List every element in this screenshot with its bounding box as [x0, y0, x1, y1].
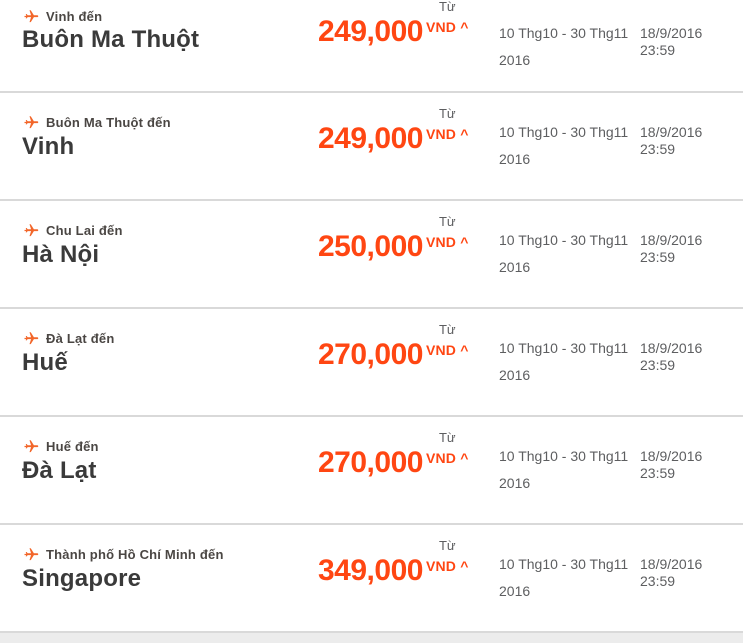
price-block: 270,000 Từ VND ^: [318, 431, 469, 478]
price-currency[interactable]: VND ^: [425, 450, 469, 466]
travel-period: 10 Thg10 - 30 Thg11 2016: [499, 448, 628, 491]
route-origin: Vinh đến: [24, 9, 102, 24]
route-origin: Chu Lai đến: [24, 223, 123, 238]
price-currency[interactable]: VND ^: [425, 19, 469, 35]
price-block: 270,000 Từ VND ^: [318, 323, 469, 370]
price-block: 349,000 Từ VND ^: [318, 539, 469, 586]
price-currency[interactable]: VND ^: [425, 126, 469, 142]
route-origin-label: Chu Lai đến: [46, 223, 123, 238]
route-origin: Thành phố Hồ Chí Minh đến: [24, 547, 224, 562]
travel-period-range: 10 Thg10 - 30 Thg11: [499, 556, 629, 572]
price-from-label: Từ: [438, 214, 456, 229]
route-destination: Huế: [22, 349, 68, 376]
fare-row[interactable]: Huế đến Đà Lạt 270,000 Từ VND ^ 10 Thg10…: [0, 417, 743, 525]
route-destination: Hà Nội: [22, 241, 100, 268]
route-destination: Đà Lạt: [22, 457, 97, 484]
price-from-label: Từ: [438, 430, 456, 445]
travel-period: 10 Thg10 - 30 Thg11 2016: [499, 25, 628, 68]
plane-takeoff-icon: [24, 547, 40, 562]
price-from-label: Từ: [438, 106, 456, 121]
sale-end-date: 18/9/2016: [640, 25, 703, 41]
route-origin-label: Đà Lạt đến: [46, 331, 115, 346]
fare-price: 270,000: [318, 338, 423, 371]
travel-period-year: 2016: [499, 259, 531, 275]
travel-period-year: 2016: [499, 367, 531, 383]
route-destination: Singapore: [22, 565, 142, 592]
price-currency-stack: Từ VND ^: [426, 539, 469, 573]
price-currency[interactable]: VND ^: [425, 558, 469, 574]
sale-end-date: 18/9/2016: [640, 124, 703, 140]
price-from-label: Từ: [438, 322, 456, 337]
price-currency[interactable]: VND ^: [425, 234, 469, 250]
sale-end-time: 23:59: [640, 141, 676, 157]
sale-end-time: 23:59: [640, 42, 676, 58]
sale-end-time: 23:59: [640, 249, 676, 265]
sale-end-time: 23:59: [640, 357, 676, 373]
price-currency-stack: Từ VND ^: [426, 107, 469, 141]
travel-period: 10 Thg10 - 30 Thg11 2016: [499, 556, 628, 599]
fare-price: 249,000: [318, 122, 423, 155]
travel-period-range: 10 Thg10 - 30 Thg11: [499, 340, 629, 356]
sale-end-date: 18/9/2016: [640, 232, 703, 248]
route-origin-label: Thành phố Hồ Chí Minh đến: [46, 547, 224, 562]
route-origin-label: Vinh đến: [46, 9, 103, 24]
travel-period-year: 2016: [499, 583, 531, 599]
sale-end-time: 23:59: [640, 573, 676, 589]
price-from-label: Từ: [438, 0, 456, 14]
plane-takeoff-icon: [24, 331, 40, 346]
bottom-divider: [0, 633, 743, 643]
fare-row[interactable]: Chu Lai đến Hà Nội 250,000 Từ VND ^ 10 T…: [0, 201, 743, 309]
travel-period: 10 Thg10 - 30 Thg11 2016: [499, 232, 628, 275]
travel-period-range: 10 Thg10 - 30 Thg11: [499, 232, 629, 248]
sale-end: 18/9/2016 23:59: [640, 556, 702, 590]
price-block: 250,000 Từ VND ^: [318, 215, 469, 262]
sale-end: 18/9/2016 23:59: [640, 448, 702, 482]
sale-end-time: 23:59: [640, 465, 676, 481]
travel-period-range: 10 Thg10 - 30 Thg11: [499, 448, 629, 464]
travel-period-year: 2016: [499, 151, 531, 167]
price-currency[interactable]: VND ^: [425, 342, 469, 358]
sale-end-date: 18/9/2016: [640, 340, 703, 356]
route-destination: Buôn Ma Thuột: [22, 26, 200, 53]
route-origin-label: Buôn Ma Thuột đến: [46, 115, 171, 130]
price-currency-stack: Từ VND ^: [426, 431, 469, 465]
route-origin-label: Huế đến: [46, 439, 99, 454]
fare-price: 349,000: [318, 554, 423, 587]
sale-end-date: 18/9/2016: [640, 556, 703, 572]
plane-takeoff-icon: [24, 115, 40, 130]
plane-takeoff-icon: [24, 439, 40, 454]
travel-period-year: 2016: [499, 475, 531, 491]
sale-end-date: 18/9/2016: [640, 448, 703, 464]
plane-takeoff-icon: [24, 223, 40, 238]
price-from-label: Từ: [438, 538, 456, 553]
fare-row[interactable]: Đà Lạt đến Huế 270,000 Từ VND ^ 10 Thg10…: [0, 309, 743, 417]
price-block: 249,000 Từ VND ^: [318, 0, 469, 47]
fare-row[interactable]: Vinh đến Buôn Ma Thuột 249,000 Từ VND ^ …: [0, 0, 743, 93]
travel-period: 10 Thg10 - 30 Thg11 2016: [499, 124, 628, 167]
fare-price: 270,000: [318, 446, 423, 479]
route-origin: Huế đến: [24, 439, 99, 454]
sale-end: 18/9/2016 23:59: [640, 25, 702, 59]
fare-row[interactable]: Buôn Ma Thuột đến Vinh 249,000 Từ VND ^ …: [0, 93, 743, 201]
route-origin: Buôn Ma Thuột đến: [24, 115, 171, 130]
price-currency-stack: Từ VND ^: [426, 0, 469, 34]
plane-takeoff-icon: [24, 9, 40, 24]
fare-price: 249,000: [318, 15, 423, 48]
sale-end: 18/9/2016 23:59: [640, 232, 702, 266]
sale-end: 18/9/2016 23:59: [640, 340, 702, 374]
travel-period-range: 10 Thg10 - 30 Thg11: [499, 124, 629, 140]
fare-price: 250,000: [318, 230, 423, 263]
price-block: 249,000 Từ VND ^: [318, 107, 469, 154]
price-currency-stack: Từ VND ^: [426, 215, 469, 249]
route-destination: Vinh: [22, 133, 75, 160]
travel-period-year: 2016: [499, 52, 531, 68]
route-origin: Đà Lạt đến: [24, 331, 114, 346]
travel-period-range: 10 Thg10 - 30 Thg11: [499, 25, 629, 41]
sale-end: 18/9/2016 23:59: [640, 124, 702, 158]
fare-row[interactable]: Thành phố Hồ Chí Minh đến Singapore 349,…: [0, 525, 743, 633]
price-currency-stack: Từ VND ^: [426, 323, 469, 357]
travel-period: 10 Thg10 - 30 Thg11 2016: [499, 340, 628, 383]
